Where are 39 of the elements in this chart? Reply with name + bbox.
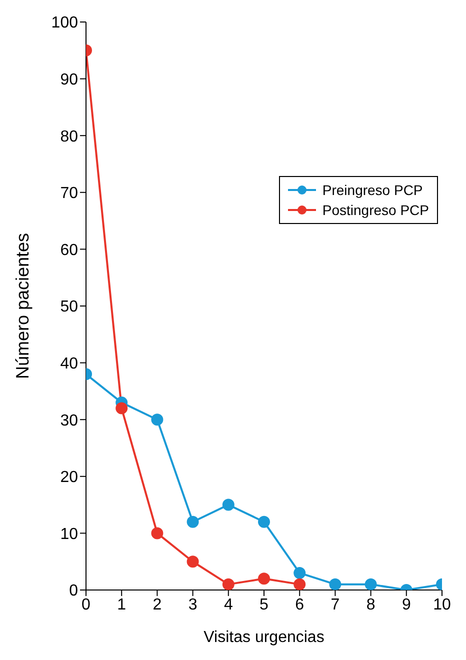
point xyxy=(294,578,306,590)
point xyxy=(222,498,234,511)
point xyxy=(116,402,128,414)
x-tick-label: 9 xyxy=(402,596,411,614)
x-tick-label: 1 xyxy=(117,596,126,614)
y-tick-label: 90 xyxy=(60,71,78,88)
x-tick-label: 7 xyxy=(330,596,340,614)
x-tick-label: 0 xyxy=(82,596,91,614)
legend-label: Preingreso PCP xyxy=(322,181,423,200)
point xyxy=(222,578,234,590)
point xyxy=(258,572,270,585)
x-axis-title: Visitas urgencias xyxy=(204,629,324,646)
point xyxy=(329,578,342,590)
y-tick-label: 100 xyxy=(51,14,78,32)
point xyxy=(364,578,377,590)
legend-label: Postingreso PCP xyxy=(322,201,429,220)
point xyxy=(151,527,164,540)
y-axis-title: Número pacientes xyxy=(12,232,32,380)
y-tick-label: 60 xyxy=(60,242,78,259)
y-tick-label: 10 xyxy=(60,526,78,543)
x-tick-label: 5 xyxy=(260,596,269,614)
x-tick-label: 6 xyxy=(295,596,304,614)
y-tick-label: 80 xyxy=(60,128,78,146)
y-tick-label: 50 xyxy=(60,298,78,316)
x-tick-label: 3 xyxy=(188,596,198,614)
x-tick-label: 10 xyxy=(433,596,451,614)
point xyxy=(186,556,199,568)
y-tick-label: 20 xyxy=(60,469,78,486)
y-tick-label: 70 xyxy=(60,185,78,202)
y-tick-label: 30 xyxy=(60,412,78,430)
point xyxy=(186,516,199,528)
x-tick-label: 4 xyxy=(224,596,233,614)
point xyxy=(258,516,270,528)
y-tick-label: 40 xyxy=(60,355,78,372)
point xyxy=(151,414,164,426)
x-tick-label: 2 xyxy=(152,596,162,614)
point xyxy=(294,566,306,579)
y-tick-label: 0 xyxy=(69,582,78,600)
x-tick-label: 8 xyxy=(366,596,376,614)
